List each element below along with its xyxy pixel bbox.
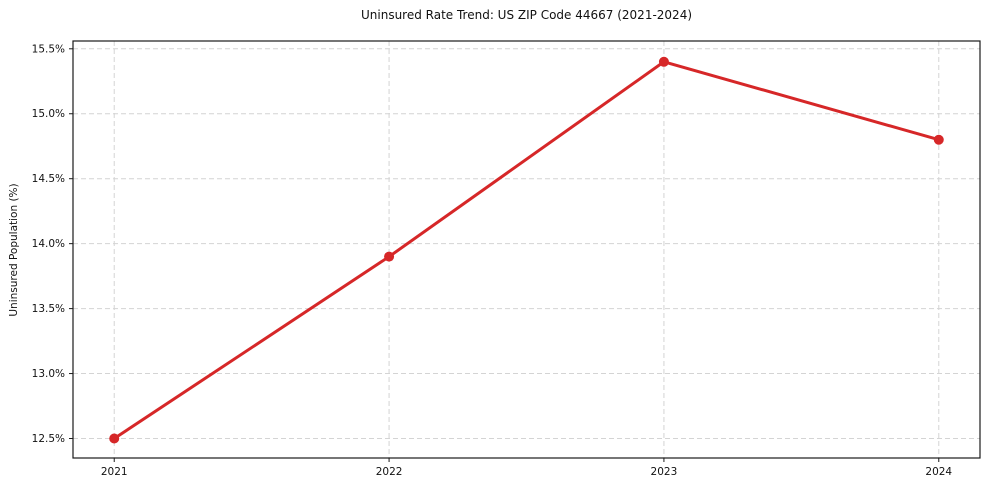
trend-line: [112, 60, 941, 441]
axis-frame: [72, 40, 981, 459]
data-point-2022: [384, 251, 395, 262]
x-tick-label: 2024: [925, 466, 952, 478]
y-tick-label: 13.0%: [32, 368, 65, 380]
x-tick-label: 2023: [651, 466, 678, 478]
y-tick-label: 15.5%: [32, 43, 65, 55]
data-point-2024: [933, 134, 944, 145]
y-tick-label: 14.5%: [32, 173, 65, 185]
y-tick-label: 12.5%: [32, 433, 65, 445]
y-tick-label: 13.5%: [32, 303, 65, 315]
chart-title: Uninsured Rate Trend: US ZIP Code 44667 …: [360, 8, 693, 22]
y-tick-label: 14.0%: [32, 238, 65, 250]
data-point-2023: [658, 56, 669, 67]
x-tick-label: 2021: [101, 466, 128, 478]
y-tick-label: 15.0%: [32, 108, 65, 120]
data-point-2021: [109, 433, 120, 444]
x-tick-label: 2022: [376, 466, 403, 478]
